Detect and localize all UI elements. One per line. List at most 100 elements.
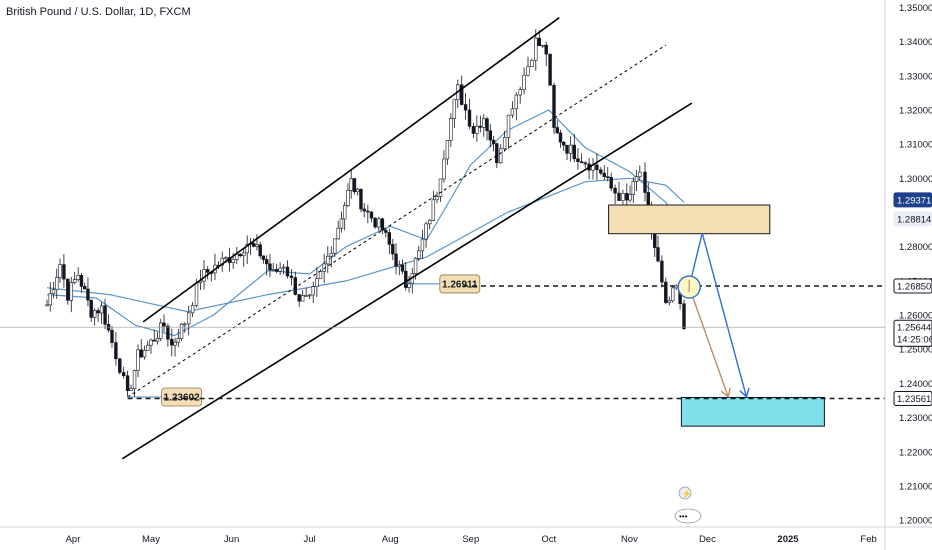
candle-body <box>326 255 330 265</box>
projection-arrow-blue <box>688 232 746 397</box>
candle-body <box>404 270 408 288</box>
candle-body <box>674 285 678 289</box>
candle-body <box>179 323 184 339</box>
candle-body <box>159 322 163 339</box>
candle-body <box>362 208 366 212</box>
candle-body <box>568 144 573 154</box>
candle-body <box>170 338 174 346</box>
candle-body <box>442 158 446 180</box>
candle-body <box>544 44 548 55</box>
candle-body <box>149 339 153 346</box>
price-tag-text: 1.29371 <box>897 195 931 206</box>
candle-body <box>424 223 428 240</box>
candle-body <box>110 329 114 343</box>
candle-body <box>555 127 559 134</box>
candle-body <box>602 172 606 177</box>
candle-body <box>606 176 610 178</box>
candle-body <box>613 187 617 194</box>
candle-body <box>183 323 187 326</box>
price-tag-1.25644 <box>893 319 932 347</box>
candle-body <box>565 144 569 154</box>
candle-body <box>103 305 107 325</box>
candle-body <box>664 281 668 303</box>
candle-body <box>394 253 398 267</box>
candle-body <box>369 211 374 219</box>
candle-body <box>572 144 576 160</box>
candle-body <box>346 190 350 206</box>
candle-body <box>548 53 552 86</box>
candle-body <box>380 218 385 231</box>
candle-body <box>667 300 671 303</box>
candle-body <box>579 161 584 164</box>
candle-body <box>599 169 603 174</box>
candle-body <box>355 188 360 193</box>
candle-body <box>58 264 62 278</box>
lightning-icon <box>678 486 692 500</box>
candle-body <box>162 322 166 327</box>
candles-group <box>45 29 686 398</box>
candle-body <box>51 289 56 295</box>
candle-body <box>125 375 130 391</box>
price-tag-countdown: 14:25:06 <box>897 335 932 346</box>
candle-body <box>86 288 90 301</box>
candle-body <box>534 37 538 61</box>
candle-body <box>625 193 629 201</box>
price-axis-label: 1.23000 <box>899 413 932 424</box>
candle-body <box>522 74 526 90</box>
price-axis-label: 1.21000 <box>899 481 932 492</box>
moving-average-line-2 <box>46 177 685 313</box>
candle-body <box>459 84 464 105</box>
candle-body <box>541 44 545 47</box>
price-axis-label: 1.33000 <box>899 71 932 82</box>
candle-body <box>609 177 613 189</box>
price-axis-label: 1.25000 <box>899 345 932 356</box>
candle-body <box>92 310 97 318</box>
candle-body <box>69 282 73 301</box>
candle-body <box>274 269 279 272</box>
candle-body <box>202 269 206 282</box>
candle-body <box>366 210 370 213</box>
candle-body <box>420 238 425 252</box>
candle-body <box>628 194 632 201</box>
time-axis-label: 2025 <box>777 534 799 545</box>
candle-body <box>238 253 242 257</box>
candle-body <box>258 244 262 257</box>
candle-body <box>491 139 496 144</box>
level-label-1.26911: 1.26911 <box>442 279 478 290</box>
candle-body <box>205 269 210 273</box>
price-tag-text: 1.26850 <box>897 282 931 293</box>
candle-body <box>76 274 80 280</box>
symbol-title: British Pound / U.S. Dollar, 1D, FXCM <box>6 6 191 18</box>
price-axis-label: 1.34000 <box>899 37 932 48</box>
candle-body <box>428 220 432 225</box>
candle-body <box>129 388 133 391</box>
events-icon <box>674 508 702 524</box>
candle-body <box>397 264 401 267</box>
candle-body <box>146 344 150 351</box>
candle-body <box>336 227 340 240</box>
candle-body <box>502 137 507 150</box>
candle-body <box>293 277 297 295</box>
candle-body <box>166 325 170 340</box>
price-tag-text: 1.25644 <box>897 323 931 334</box>
candle-body <box>339 218 344 229</box>
candle-body <box>278 267 282 272</box>
time-axis-label: Dec <box>699 534 716 545</box>
candle-body <box>139 349 143 358</box>
candle-body <box>220 257 224 266</box>
candle-body <box>552 84 556 128</box>
candle-body <box>359 188 363 210</box>
candle-body <box>400 264 405 272</box>
price-axis-label: 1.30000 <box>899 174 932 185</box>
price-tag-1.28814 <box>893 211 932 227</box>
candle-body <box>583 162 587 165</box>
candle-body <box>377 218 381 228</box>
candle-body <box>173 341 177 346</box>
time-axis-label: May <box>142 534 160 545</box>
candle-body <box>526 66 530 76</box>
price-tag-1.26850 <box>893 278 932 294</box>
candle-body <box>488 130 492 141</box>
candle-body <box>352 178 357 193</box>
candle-body <box>62 264 66 280</box>
